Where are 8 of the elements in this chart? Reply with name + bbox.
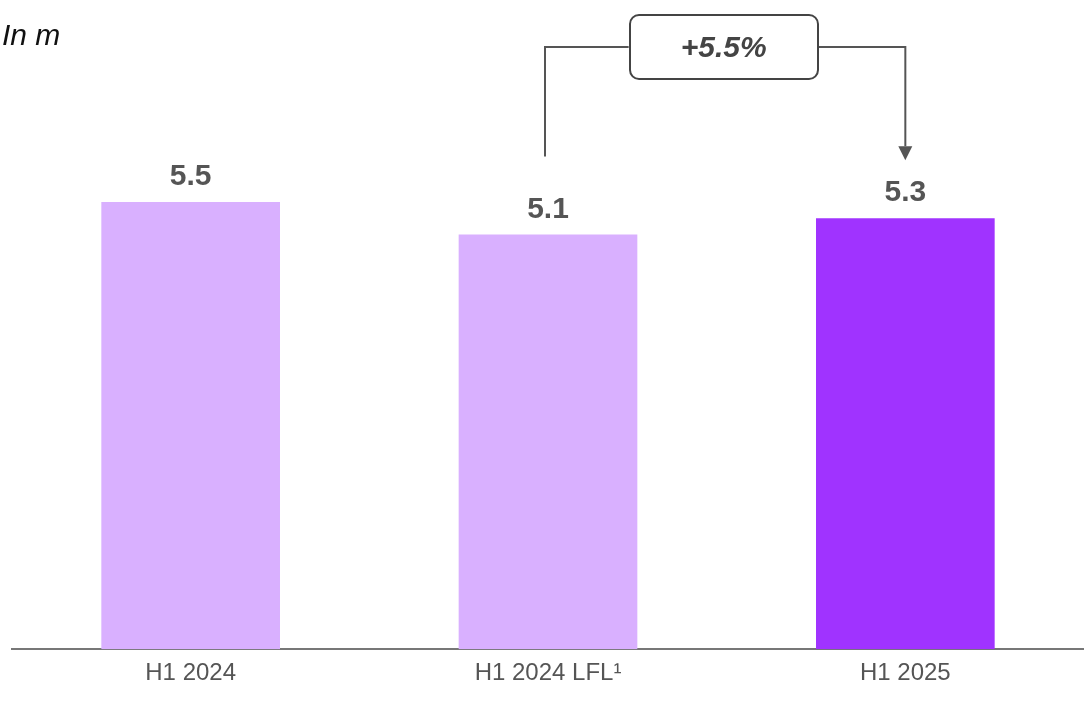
text: +5.5% [628,14,819,80]
data-label: 5.3 [884,174,927,208]
data-label: 5.1 [527,190,569,224]
x-tick-label: H1 2024 [145,658,237,686]
x-tick-label: H1 2024 LFL¹ [474,658,622,686]
chart-subtitle: In m [2,18,61,52]
x-tick-label: H1 2025 [859,658,951,686]
data-label: 5.5 [169,158,212,192]
